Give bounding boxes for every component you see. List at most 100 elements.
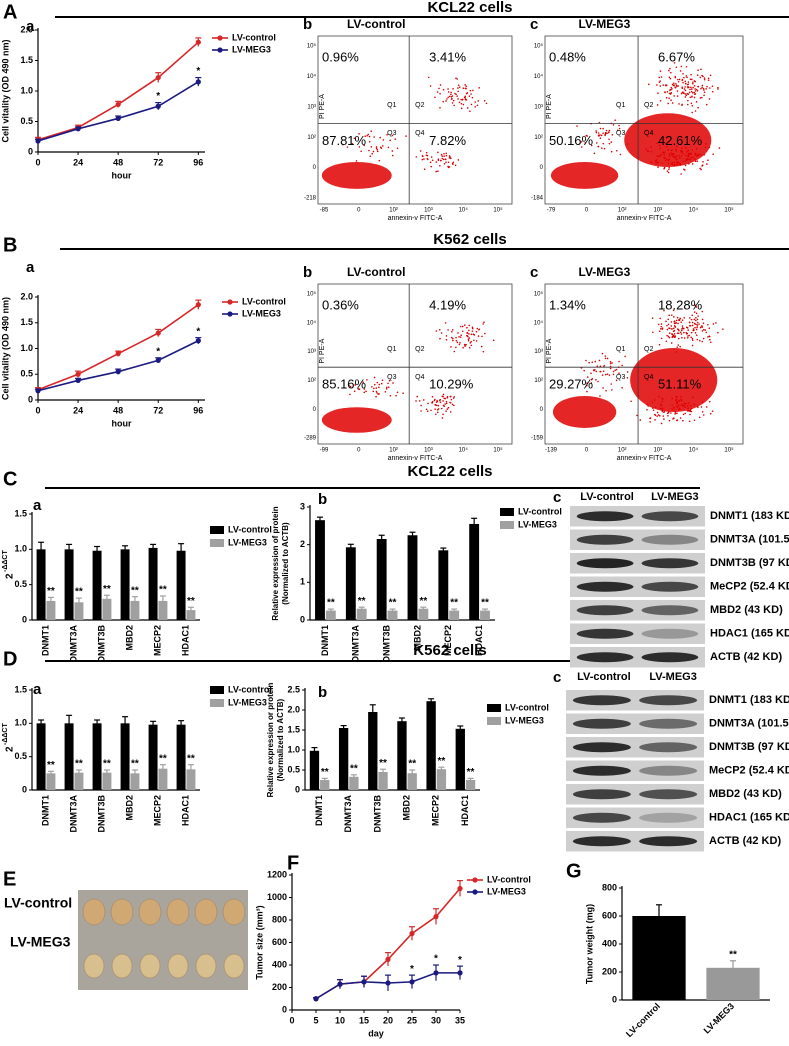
- event-dot: [679, 417, 682, 419]
- event-dot: [717, 88, 719, 90]
- event-dot: [474, 101, 477, 103]
- legend-label: LV-control: [487, 874, 531, 884]
- blot-band: [639, 695, 698, 706]
- event-dot: [419, 150, 422, 152]
- event-dot: [440, 407, 443, 410]
- bar: [320, 780, 330, 790]
- event-dot: [442, 100, 444, 103]
- x-tick-label: DNMT3B: [96, 625, 106, 663]
- significance: *: [434, 954, 438, 965]
- event-dot: [475, 340, 478, 342]
- event-dot: [441, 417, 444, 419]
- event-dot: [603, 147, 606, 150]
- significance: **: [187, 596, 195, 607]
- event-dot: [711, 90, 714, 93]
- event-dot: [586, 135, 589, 137]
- blot-band: [576, 558, 634, 569]
- quadrant-name: Q2: [644, 346, 653, 353]
- y-tick-label: 10⁴: [534, 319, 544, 326]
- event-dot: [689, 88, 691, 91]
- event-dot: [599, 127, 602, 130]
- event-dot: [452, 337, 454, 340]
- blot-strip: [570, 647, 705, 668]
- y-tick-label: 10⁵: [307, 291, 317, 298]
- event-dot: [636, 414, 638, 417]
- legend-label: LV-MEG3: [505, 715, 544, 725]
- bar: [176, 724, 186, 790]
- event-dot: [690, 331, 693, 334]
- event-cluster: [552, 396, 617, 428]
- event-dot: [458, 336, 460, 338]
- event-dot: [624, 355, 626, 358]
- event-dot: [673, 322, 676, 325]
- event-dot: [695, 319, 697, 322]
- event-dot: [673, 320, 676, 323]
- event-dot: [676, 332, 679, 334]
- legend-swatch: [210, 539, 224, 547]
- event-dot: [363, 388, 366, 390]
- blot-band: [572, 812, 631, 823]
- significance: **: [729, 949, 737, 960]
- quadrant-percent: 10.29%: [429, 377, 474, 392]
- event-dot: [370, 130, 373, 133]
- marker: [385, 956, 391, 962]
- event-dot: [690, 336, 693, 339]
- quadrant-name: Q4: [644, 374, 653, 381]
- event-dot: [595, 131, 598, 134]
- y-axis-label: Tumor size (mm³): [254, 905, 264, 979]
- x-tick-label: 0: [35, 157, 40, 167]
- marker: [75, 126, 81, 132]
- y-axis-label: (Normalized to ACTB): [276, 698, 285, 781]
- event-dot: [614, 119, 617, 121]
- y-tick-label: 800: [602, 882, 617, 892]
- event-dot: [705, 103, 708, 106]
- marker: [385, 980, 391, 986]
- event-dot: [358, 146, 361, 148]
- event-dot: [365, 390, 367, 393]
- bar: [92, 550, 102, 620]
- event-dot: [595, 370, 598, 373]
- event-dot: [605, 389, 607, 392]
- event-dot: [445, 338, 448, 341]
- section-title: K562 cells: [433, 231, 506, 248]
- event-dot: [396, 391, 399, 394]
- event-dot: [661, 327, 664, 329]
- event-dot: [666, 328, 669, 331]
- event-dot: [585, 359, 587, 362]
- event-dot: [375, 395, 377, 398]
- event-dot: [688, 410, 690, 412]
- event-dot: [455, 336, 457, 339]
- event-dot: [687, 336, 689, 339]
- event-dot: [458, 101, 461, 104]
- plot-title: LV-MEG3: [579, 17, 631, 31]
- event-dot: [615, 368, 618, 371]
- legend-swatch: [500, 508, 514, 516]
- event-dot: [669, 89, 672, 91]
- blot-band: [641, 534, 699, 545]
- panel-label: c: [553, 669, 561, 686]
- x-tick-label: DNMT1: [40, 795, 50, 826]
- event-dot: [696, 338, 699, 341]
- bar: [349, 776, 359, 790]
- event-dot: [459, 341, 461, 344]
- event-dot: [659, 317, 662, 320]
- event-dot: [460, 107, 463, 110]
- x-tick-label: DNMT3B: [96, 795, 106, 833]
- section-title: K562 cells: [413, 642, 486, 659]
- blot-band: [576, 511, 634, 522]
- y-tick-label: 200: [602, 966, 617, 976]
- x-tick-label: MECP2: [431, 795, 441, 826]
- event-dot: [665, 97, 668, 99]
- event-dot: [364, 135, 366, 137]
- x-tick-label: 30: [431, 1015, 441, 1025]
- y-tick-label: 0: [540, 407, 544, 413]
- event-dot: [668, 92, 671, 95]
- event-dot: [693, 322, 696, 325]
- event-dot: [461, 325, 464, 328]
- bar: [338, 728, 349, 790]
- event-dot: [440, 159, 442, 162]
- bar: [130, 600, 140, 620]
- y-tick-label: 1200: [267, 869, 287, 879]
- bar: [36, 723, 46, 790]
- event-dot: [697, 315, 699, 317]
